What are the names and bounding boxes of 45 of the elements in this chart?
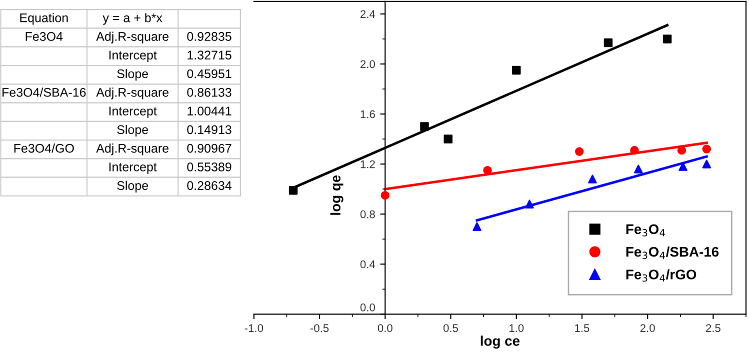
legend-label: Fe$_{3}$O$_{4}$/rGO: [626, 269, 696, 282]
text: Intercept 1.32715: [109, 50, 232, 62]
point: [525, 200, 534, 208]
point: [630, 146, 639, 155]
y-axis-title: log qe: [330, 175, 344, 215]
point: [588, 174, 597, 184]
x-tick-label: 2.5: [706, 324, 720, 332]
y-tick-label: 2.4: [360, 10, 376, 18]
point: [702, 160, 712, 168]
y-tick-label: 1.2: [360, 160, 375, 168]
point: [512, 66, 521, 75]
text: Intercept 1.00441: [109, 106, 232, 118]
point: [288, 186, 298, 195]
x-tick-label: 0.5: [443, 324, 458, 332]
text: Fe3O4 Adj.R-square 0.92835: [26, 32, 232, 44]
x-tick-label: 2.0: [640, 324, 655, 332]
point: [662, 34, 672, 44]
legend-label: Fe$_{3}$O$_{4}$/SBA-16: [626, 246, 719, 260]
x-tick-label: 1.5: [575, 324, 590, 332]
point: [604, 38, 613, 48]
text: Slope 0.45951: [117, 68, 232, 81]
text: Slope 0.28634: [117, 180, 232, 192]
point: [472, 222, 482, 231]
point: [702, 144, 712, 154]
y-tick-label: 1.6: [360, 110, 375, 118]
y-tick-label: 0.4: [360, 260, 376, 268]
text: Slope 0.14913: [117, 124, 232, 137]
y-tick-label: 0.8: [360, 210, 375, 218]
x-tick-label: -0.5: [310, 324, 329, 332]
point: [574, 147, 584, 156]
x-tick-label: 1.0: [509, 324, 524, 332]
x-tick-label: -1.0: [244, 324, 264, 332]
point: [420, 122, 429, 131]
point: [444, 134, 452, 144]
text: Fe3O4/GO Adj.R-square 0.90967: [14, 144, 232, 156]
point: [634, 164, 643, 174]
x-tick-label: 0.0: [378, 324, 392, 332]
y-tick-label: 0.0: [360, 304, 375, 312]
text: Fe3O4/SBA-16 Adj.R-square 0.86133: [2, 88, 232, 100]
x-axis-title: log ce: [480, 336, 520, 349]
legend-label: Fe$_{3}$O$_{4}$: [626, 224, 665, 236]
point: [380, 190, 390, 200]
text: Intercept 0.55389: [109, 162, 232, 174]
text: Equation y = a + b*x: [20, 13, 162, 25]
y-tick-label: 2.0: [360, 60, 375, 68]
